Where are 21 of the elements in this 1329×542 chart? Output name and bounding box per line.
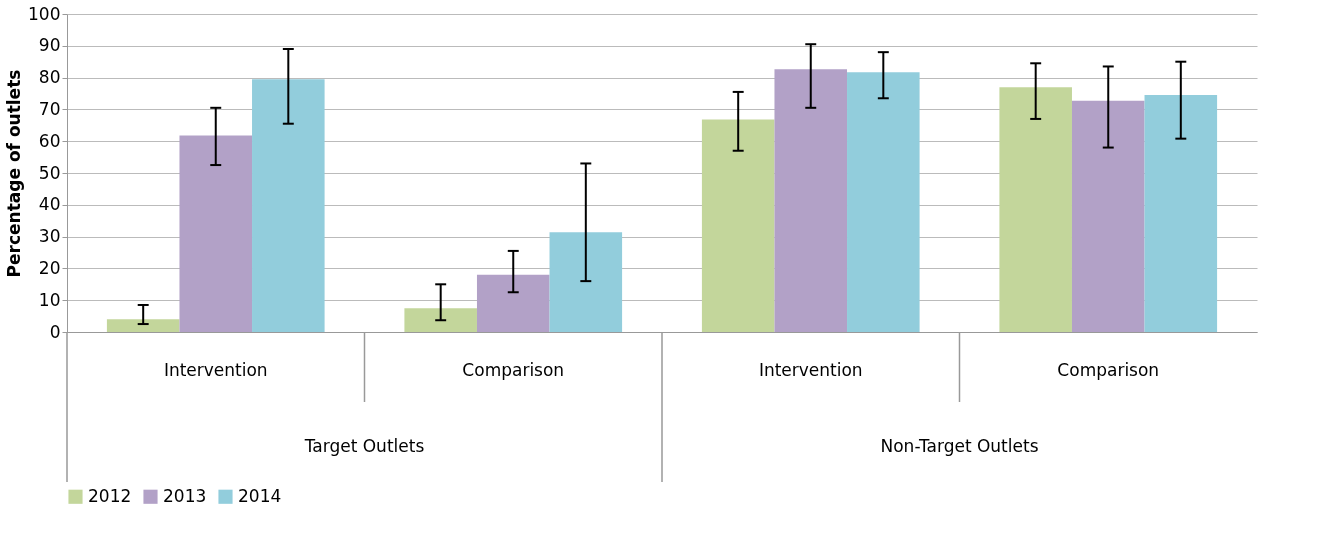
y-tick-label: 80 (38, 67, 61, 88)
text: Non-Target Outlets (880, 436, 1039, 456)
x-tick-label: Comparison (462, 359, 565, 380)
y-tick-label: 10 (38, 289, 61, 310)
y-tick-label: 20 (38, 257, 61, 278)
y-tick-label: 30 (38, 226, 61, 247)
text: Target Outlets (303, 436, 425, 456)
x-tick-label: Intervention (163, 359, 268, 380)
x-tick-label: Intervention (758, 359, 863, 380)
legend-label: 2014 (238, 485, 282, 506)
legend-label: 2012 (88, 485, 132, 506)
x-tick-label: Comparison (1057, 359, 1160, 380)
y-tick-label: 50 (38, 162, 61, 183)
y-tick-label: 100 (28, 3, 61, 24)
y-tick-label: 0 (49, 321, 61, 342)
y-tick-label: 70 (38, 98, 61, 119)
y-tick-label: 90 (38, 35, 61, 56)
legend-label: 2013 (163, 485, 207, 506)
y-tick-label: 60 (38, 130, 61, 151)
y-axis-title: Percentage of outlets (4, 69, 25, 278)
y-tick-label: 40 (38, 194, 61, 215)
